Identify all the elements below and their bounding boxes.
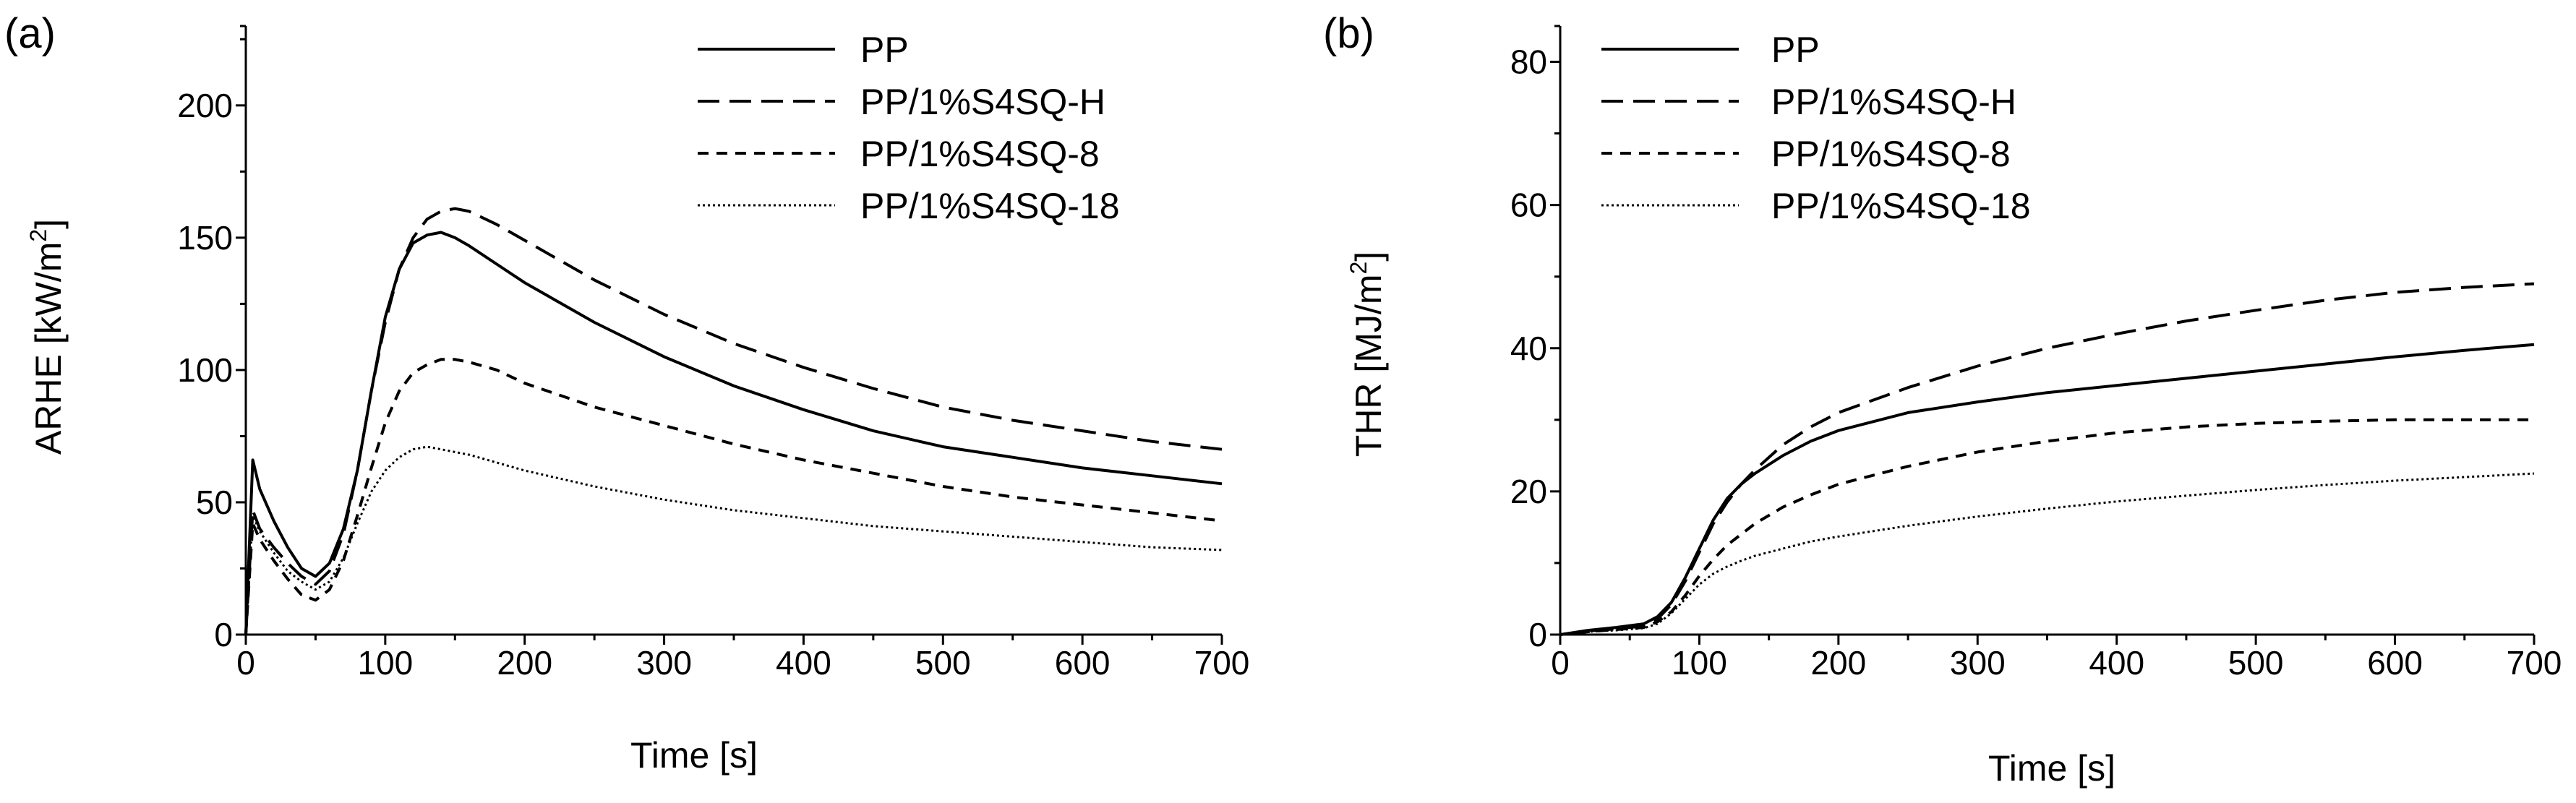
- y-tick-label: 60: [1510, 186, 1547, 224]
- x-tick-label: 300: [636, 644, 692, 682]
- y-axis-title-b-tail: ]: [1348, 252, 1389, 262]
- series-line-pp-1-s4sq-8: [244, 358, 1223, 635]
- x-tick-label: 400: [2089, 644, 2144, 682]
- legend-label: PP/1%S4SQ-18: [860, 186, 1120, 226]
- y-axis-title-a-main: ARHE [kW/m: [28, 242, 69, 455]
- series-line-pp: [244, 231, 1223, 635]
- legend-label: PP: [860, 30, 909, 70]
- y-tick-label: 0: [1528, 616, 1547, 653]
- y-tick-label: 50: [196, 484, 233, 521]
- y-axis-title-b: THR [MJ/m2]: [1345, 252, 1389, 457]
- x-tick-label: 700: [1194, 644, 1250, 682]
- x-tick-label: 0: [236, 644, 255, 682]
- legend-label: PP/1%S4SQ-H: [860, 82, 1105, 122]
- series-line-pp-1-s4sq-h: [1559, 282, 2535, 636]
- y-tick-label: 100: [177, 351, 233, 389]
- legend-label: PP/1%S4SQ-H: [1771, 82, 2016, 122]
- legend-label: PP/1%S4SQ-18: [1771, 186, 2031, 226]
- x-tick-label: 200: [1810, 644, 1866, 682]
- y-axis-title-b-main: THR [MJ/m: [1348, 274, 1389, 457]
- y-tick-label: 80: [1510, 43, 1547, 81]
- x-tick-label: 300: [1950, 644, 2006, 682]
- x-tick-label: 500: [915, 644, 971, 682]
- legend-a: PP PP/1%S4SQ-H PP/1%S4SQ-8 PP/1%S4SQ-18: [698, 30, 1120, 226]
- x-tick-label: 0: [1551, 644, 1570, 682]
- x-tick-label: 100: [357, 644, 413, 682]
- x-tick-label: 600: [2367, 644, 2423, 682]
- panel-label-a: (a): [4, 10, 56, 57]
- legend-b: PP PP/1%S4SQ-H PP/1%S4SQ-8 PP/1%S4SQ-18: [1601, 30, 2031, 226]
- series-line-pp-1-s4sq-h: [244, 207, 1223, 635]
- y-tick-label: 0: [214, 616, 233, 653]
- panel-label-b: (b): [1323, 10, 1374, 57]
- x-tick-label: 600: [1055, 644, 1111, 682]
- x-tick-label: 700: [2507, 644, 2562, 682]
- svg-text:ARHE [kW/m2]: ARHE [kW/m2]: [25, 219, 69, 455]
- svg-text:THR [MJ/m2]: THR [MJ/m2]: [1345, 252, 1389, 457]
- x-tick-label: 100: [1672, 644, 1727, 682]
- y-tick-label: 200: [177, 87, 233, 124]
- y-tick-label: 20: [1510, 473, 1547, 510]
- y-tick-label: 150: [177, 219, 233, 257]
- series-line-pp-1-s4sq-18: [1559, 472, 2535, 636]
- y-axis-title-a: ARHE [kW/m2]: [25, 219, 69, 455]
- series-line-pp-1-s4sq-8: [1559, 418, 2534, 636]
- legend-label: PP/1%S4SQ-8: [1771, 134, 2011, 174]
- legend-label: PP: [1771, 30, 1820, 70]
- x-axis-title-b: Time [s]: [1988, 748, 2115, 789]
- y-axis-title-a-tail: ]: [28, 219, 69, 229]
- x-tick-label: 500: [2228, 644, 2284, 682]
- legend-label: PP/1%S4SQ-8: [860, 134, 1100, 174]
- chart-panel-a: (a) ARHE [kW/m2] Time [s] 0 100 200 300 400 5…: [4, 10, 1249, 776]
- series-line-pp: [1559, 343, 2535, 636]
- x-axis-title-a: Time [s]: [630, 735, 758, 776]
- chart-panel-b: (b) THR [MJ/m2] Time [s] 0 100 200 300 400 50…: [1323, 10, 2562, 789]
- y-axis-title-b-sup: 2: [1345, 262, 1372, 275]
- y-axis-title-a-sup: 2: [25, 229, 51, 242]
- x-tick-label: 200: [497, 644, 552, 682]
- series-line-pp-1-s4sq-18: [244, 445, 1223, 635]
- x-tick-label: 400: [776, 644, 831, 682]
- y-tick-label: 40: [1510, 330, 1547, 367]
